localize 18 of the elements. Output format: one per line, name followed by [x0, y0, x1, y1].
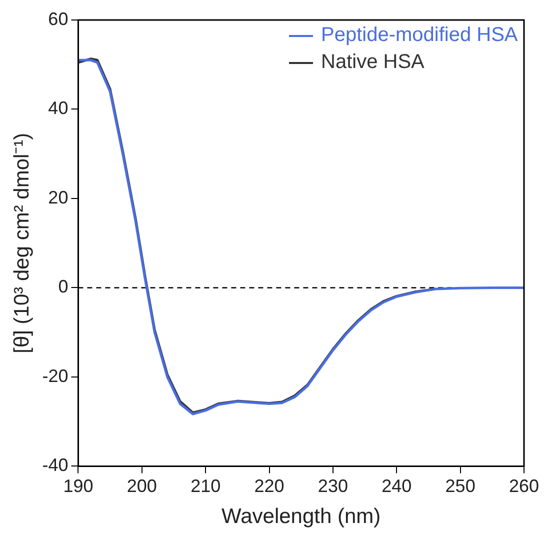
legend-label: Native HSA [321, 51, 424, 74]
x-tick-label: 250 [445, 476, 476, 496]
x-tick-label: 190 [63, 476, 94, 496]
x-axis-title: Wavelength (nm) [222, 505, 381, 528]
y-tick-label: 0 [58, 276, 68, 297]
y-tick-label: 20 [48, 187, 68, 208]
y-tick-label: -40 [42, 455, 68, 476]
x-tick-label: 230 [318, 476, 348, 496]
y-tick-label: 60 [48, 8, 68, 29]
x-tick-label: 210 [190, 476, 221, 496]
y-tick-label: -20 [42, 366, 68, 386]
x-tick-label: 260 [508, 476, 540, 496]
x-tick-label: 200 [126, 476, 157, 496]
legend-label: Peptide-modified HSA [321, 24, 518, 47]
x-tick-label: 220 [254, 476, 284, 496]
y-axis-title: [θ] (10³ deg cm² dmol⁻¹) [10, 132, 34, 354]
x-tick-label: 240 [382, 476, 412, 496]
y-tick-label: 40 [48, 98, 68, 118]
